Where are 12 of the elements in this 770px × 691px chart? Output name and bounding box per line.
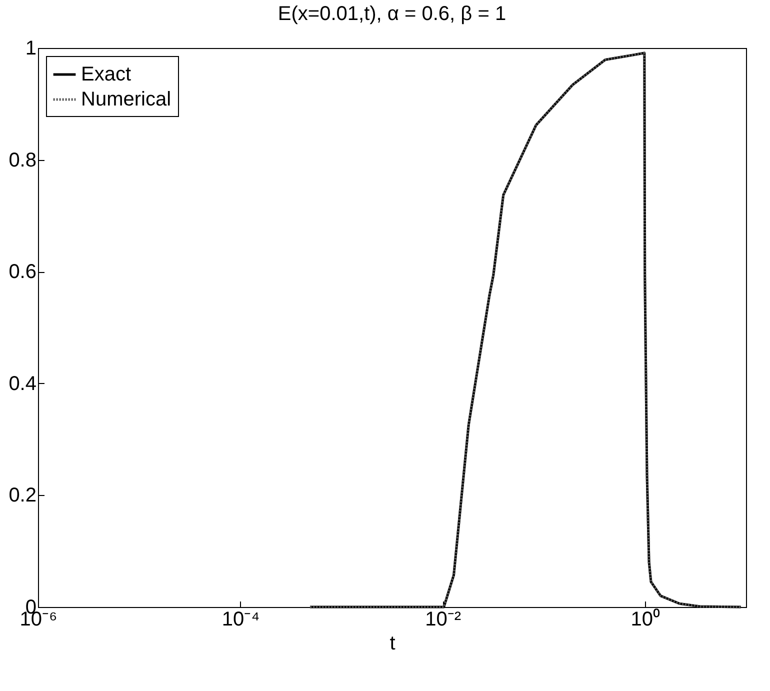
x-tick-label: 10⁰	[630, 608, 660, 630]
y-tick-label: 1	[25, 38, 36, 60]
x-tick-label: 10⁻⁴	[222, 608, 260, 630]
x-axis-title: t	[390, 632, 396, 654]
y-tick-label: 0.4	[8, 372, 36, 395]
y-tick-label: 0.8	[8, 149, 36, 172]
chart-title: E(x=0.01,t), α = 0.6, β = 1	[278, 3, 506, 25]
y-tick-label: 0.6	[8, 261, 36, 284]
legend-label: Exact	[81, 64, 132, 86]
y-tick-label: 0.2	[8, 484, 36, 507]
legend-label: Numerical	[81, 88, 172, 110]
x-tick-label: 10⁻²	[425, 608, 462, 630]
